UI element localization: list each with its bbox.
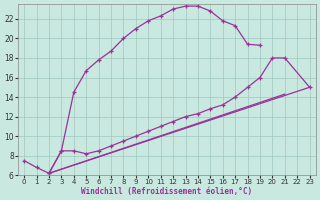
X-axis label: Windchill (Refroidissement éolien,°C): Windchill (Refroidissement éolien,°C)	[81, 187, 252, 196]
